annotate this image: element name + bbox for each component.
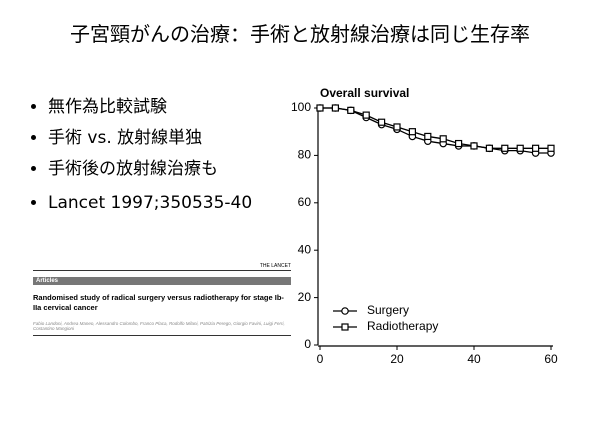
data-point	[516, 144, 524, 152]
data-point	[501, 144, 509, 152]
bullet-list: 無作為比較試験 手術 vs. 放射線単独 手術後の放射線治療も Lancet 1…	[28, 92, 252, 219]
journal-name: THE LANCET	[33, 263, 291, 271]
data-point	[362, 111, 370, 119]
y-tick-label: 0	[304, 337, 311, 351]
data-point	[347, 106, 355, 114]
legend-marker	[341, 323, 349, 331]
legend-label: Radiotherapy	[367, 319, 438, 333]
chart-title: Overall survival	[320, 86, 409, 100]
data-point	[378, 118, 386, 126]
y-tick-label: 40	[298, 242, 312, 256]
data-point	[316, 104, 324, 112]
data-point	[547, 144, 555, 152]
x-tick-label: 0	[317, 352, 324, 366]
y-tick-label: 20	[298, 290, 312, 304]
series-line	[320, 107, 551, 154]
section-label: Articles	[33, 277, 291, 285]
data-point	[439, 135, 447, 143]
data-point	[531, 144, 540, 152]
data-point	[424, 132, 432, 141]
bullet: 手術 vs. 放射線単独	[48, 123, 252, 154]
series-line	[320, 107, 551, 149]
article-title: Randomised study of radical surgery vers…	[33, 293, 284, 312]
y-tick-label: 100	[291, 100, 311, 114]
bullet: 手術後の放射線治療も	[48, 154, 252, 185]
bullet: Lancet 1997;350535-40	[48, 188, 252, 219]
data-point	[408, 128, 416, 136]
x-tick-label: 20	[390, 352, 404, 366]
data-point	[393, 123, 401, 131]
x-tick-label: 60	[544, 352, 558, 366]
bullet: 無作為比較試験	[48, 92, 252, 123]
y-tick-label: 80	[298, 148, 312, 162]
data-point	[455, 139, 463, 148]
y-tick-label: 60	[298, 195, 312, 209]
data-point	[470, 142, 478, 150]
slide-title: 子宮頸がんの治療：手術と放射線治療は同じ生存率	[70, 22, 530, 46]
data-point	[331, 104, 339, 112]
legend-marker	[341, 307, 349, 315]
x-tick-label: 40	[467, 352, 481, 366]
data-point	[485, 144, 493, 152]
legend-label: Surgery	[367, 303, 409, 317]
article-authors: Fabio Landoni, Andrea Maneo, Alessandro …	[33, 321, 291, 336]
article-snippet: THE LANCET Articles Randomised study of …	[33, 263, 291, 355]
